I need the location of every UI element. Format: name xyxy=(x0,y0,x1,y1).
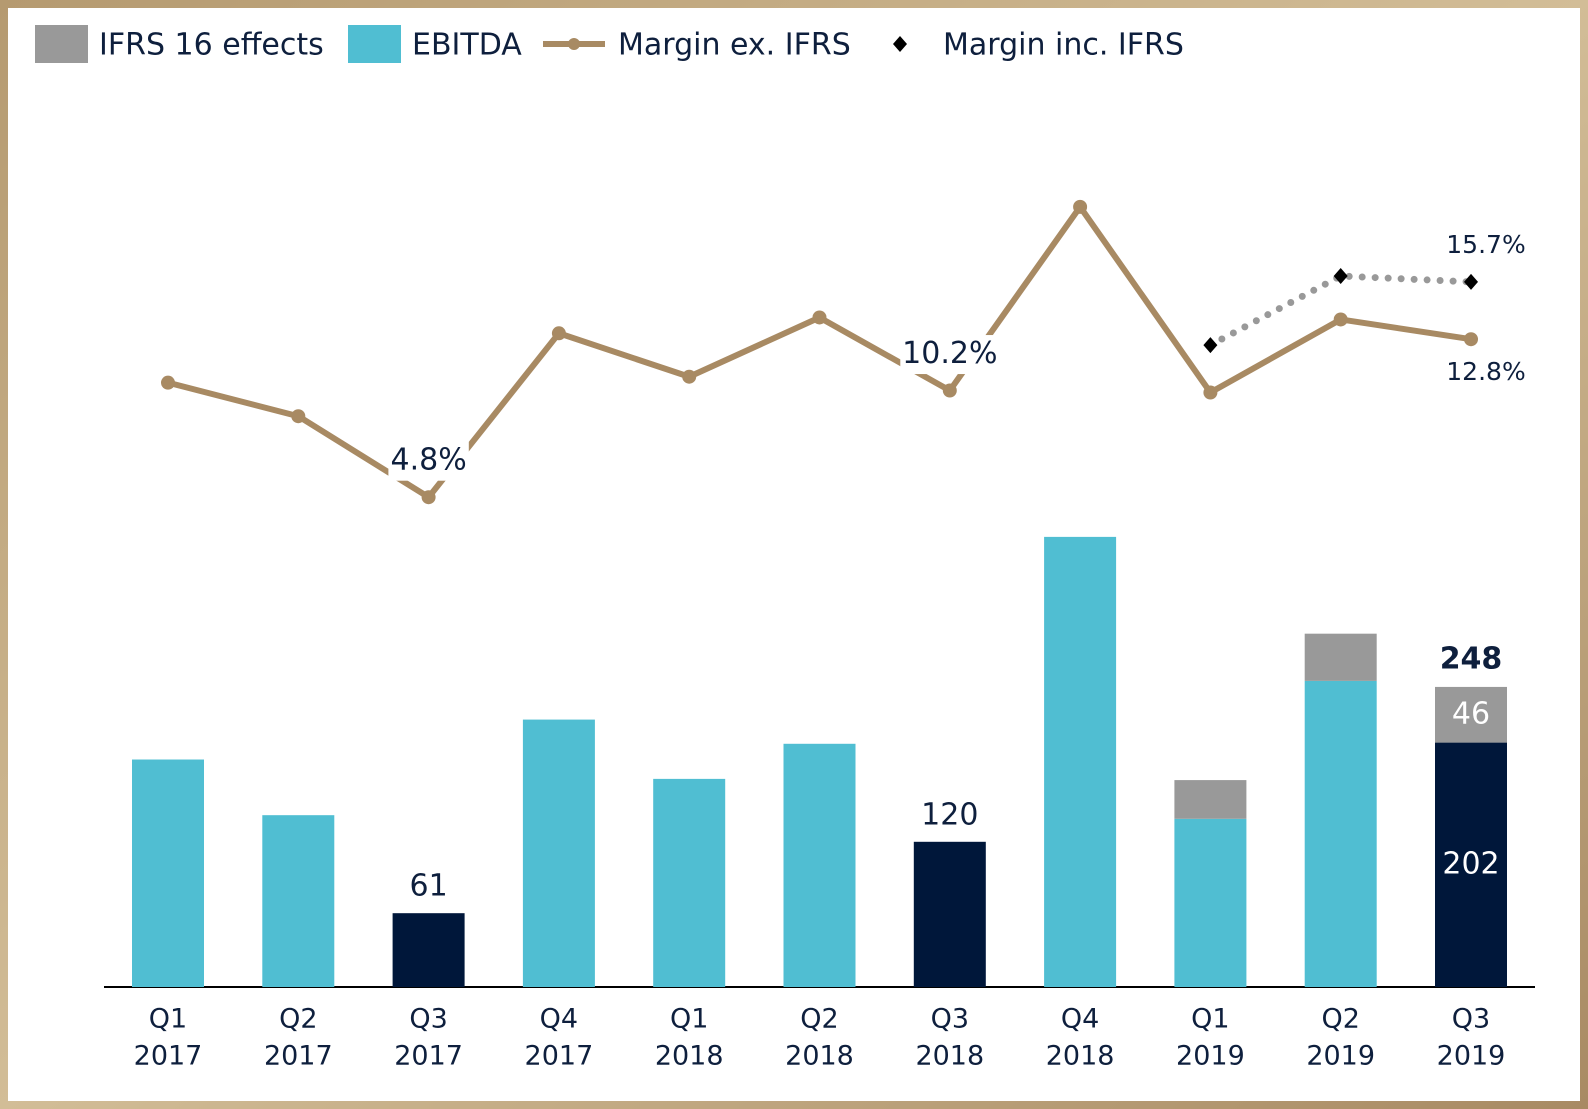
x-tick-label: Q4 xyxy=(1061,1004,1099,1035)
x-tick-label: Q2 xyxy=(1321,1004,1359,1035)
point xyxy=(161,376,175,390)
point xyxy=(943,384,957,398)
bar xyxy=(132,760,204,987)
line-value-label: 4.8% xyxy=(390,443,466,478)
legend-swatch xyxy=(348,25,401,63)
bar xyxy=(653,779,725,987)
point xyxy=(552,326,566,340)
bar xyxy=(393,913,465,987)
legend-swatch xyxy=(568,38,580,50)
bar-value-label: 120 xyxy=(921,797,978,832)
x-tick-label: Q1 xyxy=(149,1004,187,1035)
bar-value-label: 46 xyxy=(1452,696,1490,731)
point xyxy=(422,490,436,504)
chart: Q1 2017 Q2 2017 Q3 2017 Q4 2017 Q1 2018 Q2 2018 Q3 20… xyxy=(0,0,1588,1109)
x-tick-label: Q2 xyxy=(279,1004,317,1035)
bar xyxy=(523,720,595,987)
bar xyxy=(1305,634,1377,681)
point xyxy=(1073,200,1087,214)
page: Q1 2017 Q2 2017 Q3 2017 Q4 2017 Q1 2018 Q2 2018 Q3 20… xyxy=(0,0,1588,1109)
x-tick-label: Q2 xyxy=(800,1004,838,1035)
x-tick-label: 2019 xyxy=(1437,1041,1506,1072)
x-tick-label: 2017 xyxy=(525,1041,594,1072)
x-tick-label: 2018 xyxy=(785,1041,854,1072)
point xyxy=(291,409,305,423)
x-tick-label: Q1 xyxy=(1191,1004,1229,1035)
x-tick-label: 2018 xyxy=(655,1041,724,1072)
x-tick-label: Q4 xyxy=(540,1004,578,1035)
x-tick-label: Q3 xyxy=(931,1004,969,1035)
bar xyxy=(1174,780,1246,819)
line-value-label: 10.2% xyxy=(902,336,997,371)
point xyxy=(1334,312,1348,326)
bar xyxy=(1305,681,1377,987)
bar-value-label: 61 xyxy=(410,869,448,904)
point xyxy=(682,370,696,384)
legend-swatch xyxy=(35,25,88,63)
x-tick-label: 2018 xyxy=(1046,1041,1115,1072)
stack-total-label: 248 xyxy=(1440,641,1503,676)
bar xyxy=(784,744,856,987)
bar xyxy=(262,815,334,987)
bar-value-label: 202 xyxy=(1442,846,1499,881)
x-tick-label: Q1 xyxy=(670,1004,708,1035)
line-value-label: 12.8% xyxy=(1446,357,1525,386)
point xyxy=(1464,332,1478,346)
bar xyxy=(1044,537,1116,987)
x-tick-label: 2017 xyxy=(394,1041,463,1072)
x-tick-label: 2019 xyxy=(1176,1041,1245,1072)
x-tick-label: 2018 xyxy=(915,1041,984,1072)
x-tick-label: Q3 xyxy=(1452,1004,1490,1035)
x-tick-label: 2017 xyxy=(264,1041,333,1072)
x-tick-label: 2019 xyxy=(1306,1041,1375,1072)
legend-label: Margin ex. IFRS xyxy=(618,28,851,63)
point xyxy=(1203,386,1217,400)
point xyxy=(813,310,827,324)
x-tick-label: 2017 xyxy=(134,1041,203,1072)
x-tick-label: Q3 xyxy=(409,1004,447,1035)
bar xyxy=(914,842,986,987)
legend-label: EBITDA xyxy=(412,28,522,63)
legend-label: IFRS 16 effects xyxy=(99,28,324,63)
line-value-label: 15.7% xyxy=(1446,230,1525,259)
bar xyxy=(1174,819,1246,987)
legend-label: Margin inc. IFRS xyxy=(943,28,1184,63)
